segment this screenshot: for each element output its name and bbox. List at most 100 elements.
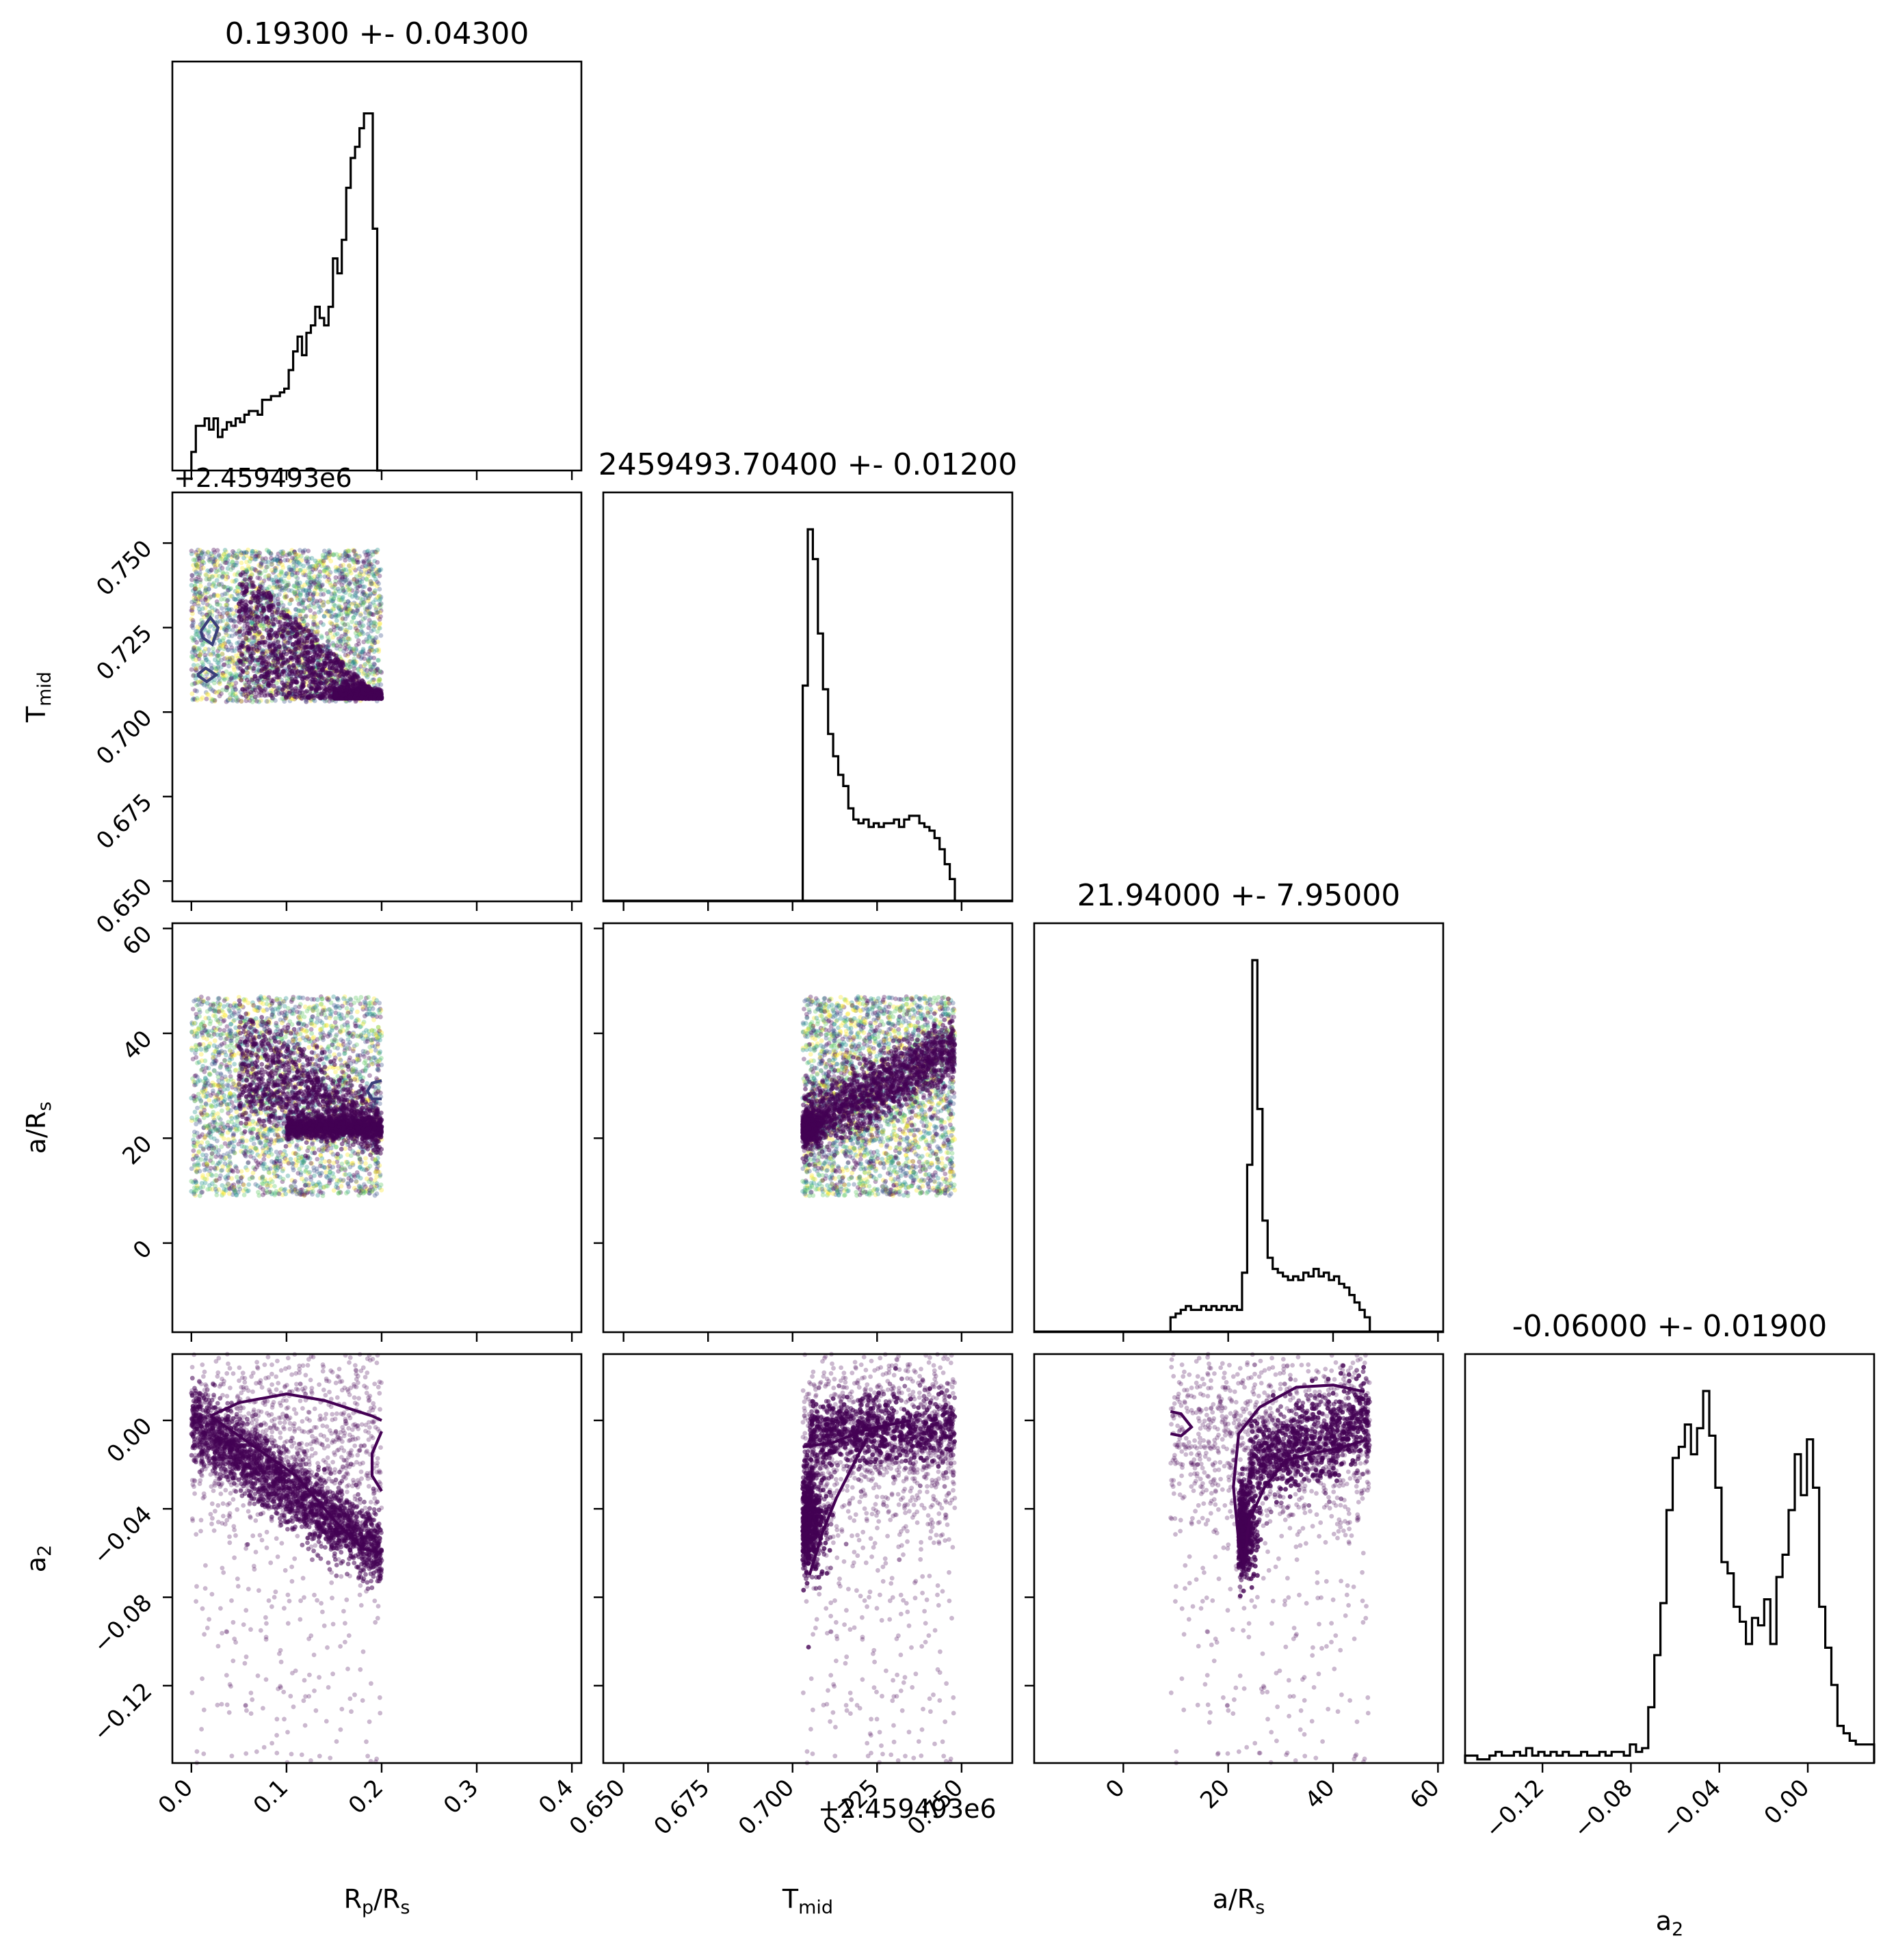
- scatter-point: [361, 599, 367, 605]
- scatter-point: [326, 553, 331, 557]
- scatter-point: [255, 637, 261, 641]
- scatter-point: [242, 577, 248, 582]
- scatter-point: [352, 592, 358, 598]
- scatter-point: [268, 551, 274, 557]
- scatter-point: [226, 553, 231, 559]
- scatter-point: [334, 693, 339, 698]
- scatter-point: [287, 664, 292, 669]
- scatter-point: [240, 668, 246, 673]
- scatter-point: [347, 586, 352, 592]
- scatter-point: [270, 621, 276, 626]
- scatter-point: [228, 691, 233, 697]
- scatter-point: [250, 699, 255, 704]
- scatter-point: [247, 698, 252, 703]
- scatter-point: [213, 557, 218, 562]
- scatter-point: [326, 590, 331, 594]
- scatter-point: [364, 570, 369, 575]
- scatter-point: [238, 572, 243, 578]
- scatter-point: [378, 669, 383, 674]
- scatter-point: [259, 690, 264, 695]
- scatter-point: [243, 589, 249, 594]
- scatter-point: [251, 666, 256, 671]
- scatter-point: [207, 624, 213, 629]
- scatter-point: [261, 679, 267, 685]
- scatter-point: [269, 577, 274, 583]
- scatter-point: [357, 652, 363, 657]
- scatter-point: [225, 587, 231, 593]
- scatter-point: [373, 635, 379, 640]
- scatter-point: [217, 646, 222, 651]
- scatter-point: [372, 602, 378, 608]
- scatter-point: [226, 561, 232, 567]
- scatter-point: [337, 606, 341, 611]
- scatter-point: [340, 620, 345, 626]
- scatter-point: [263, 674, 268, 680]
- scatter-point: [256, 602, 261, 608]
- scatter-point: [197, 570, 202, 575]
- scatter-point: [313, 566, 319, 572]
- scatter-point: [326, 639, 331, 644]
- scatter-point: [203, 587, 209, 592]
- scatter-point: [366, 613, 371, 618]
- scatter-point: [335, 625, 341, 631]
- scatter-point: [228, 683, 234, 688]
- scatter-point: [237, 648, 242, 653]
- scatter-point: [365, 660, 371, 665]
- scatter-point: [272, 598, 278, 603]
- scatter-point: [315, 661, 321, 666]
- scatter-point: [378, 596, 383, 601]
- scatter-point: [326, 566, 332, 572]
- scatter-point: [194, 689, 200, 693]
- scatter-point: [337, 555, 341, 560]
- scatter-point: [198, 652, 202, 658]
- scatter-point: [306, 556, 311, 561]
- scatter-point: [189, 583, 194, 588]
- scatter-point: [198, 551, 204, 556]
- scatter-point: [283, 586, 288, 591]
- scatter-point: [337, 647, 343, 652]
- scatter-point: [341, 622, 347, 627]
- scatter-point: [267, 642, 272, 647]
- scatter-point: [336, 636, 341, 641]
- scatter-point: [293, 686, 298, 691]
- scatter-point: [293, 616, 298, 622]
- scatter-point: [286, 646, 291, 652]
- scatter-point: [280, 633, 285, 639]
- scatter-point: [343, 616, 348, 622]
- scatter-point: [194, 569, 198, 574]
- scatter-point: [311, 620, 316, 624]
- scatter-point: [192, 637, 198, 643]
- scatter-point: [327, 549, 332, 555]
- scatter-point: [317, 605, 323, 610]
- scatter-point: [189, 600, 195, 605]
- scatter-point: [224, 685, 230, 690]
- scatter-point: [207, 559, 213, 564]
- scatter-point: [249, 557, 254, 561]
- scatter-point: [285, 640, 291, 646]
- scatter-point: [347, 548, 352, 554]
- scatter-point: [248, 689, 253, 695]
- scatter-point: [266, 573, 271, 579]
- scatter-point: [256, 630, 262, 635]
- scatter-point: [293, 584, 299, 590]
- scatter-point: [337, 579, 342, 585]
- scatter-point: [222, 641, 227, 646]
- scatter-point: [344, 607, 350, 612]
- scatter-point: [293, 551, 298, 557]
- scatter-point: [365, 593, 370, 598]
- scatter-point: [211, 646, 215, 651]
- scatter-point: [238, 673, 243, 678]
- scatter-point: [334, 643, 339, 648]
- scatter-point: [307, 565, 313, 570]
- scatter-point: [290, 555, 295, 561]
- scatter-point: [258, 623, 263, 628]
- scatter-point: [280, 655, 285, 661]
- scatter-point: [214, 578, 220, 583]
- scatter-point: [267, 669, 272, 674]
- scatter-point: [218, 681, 222, 687]
- scatter-point: [284, 695, 289, 700]
- scatter-point: [246, 631, 252, 636]
- scatter-point: [371, 624, 377, 628]
- scatter-point: [327, 688, 332, 693]
- scatter-point: [207, 684, 212, 689]
